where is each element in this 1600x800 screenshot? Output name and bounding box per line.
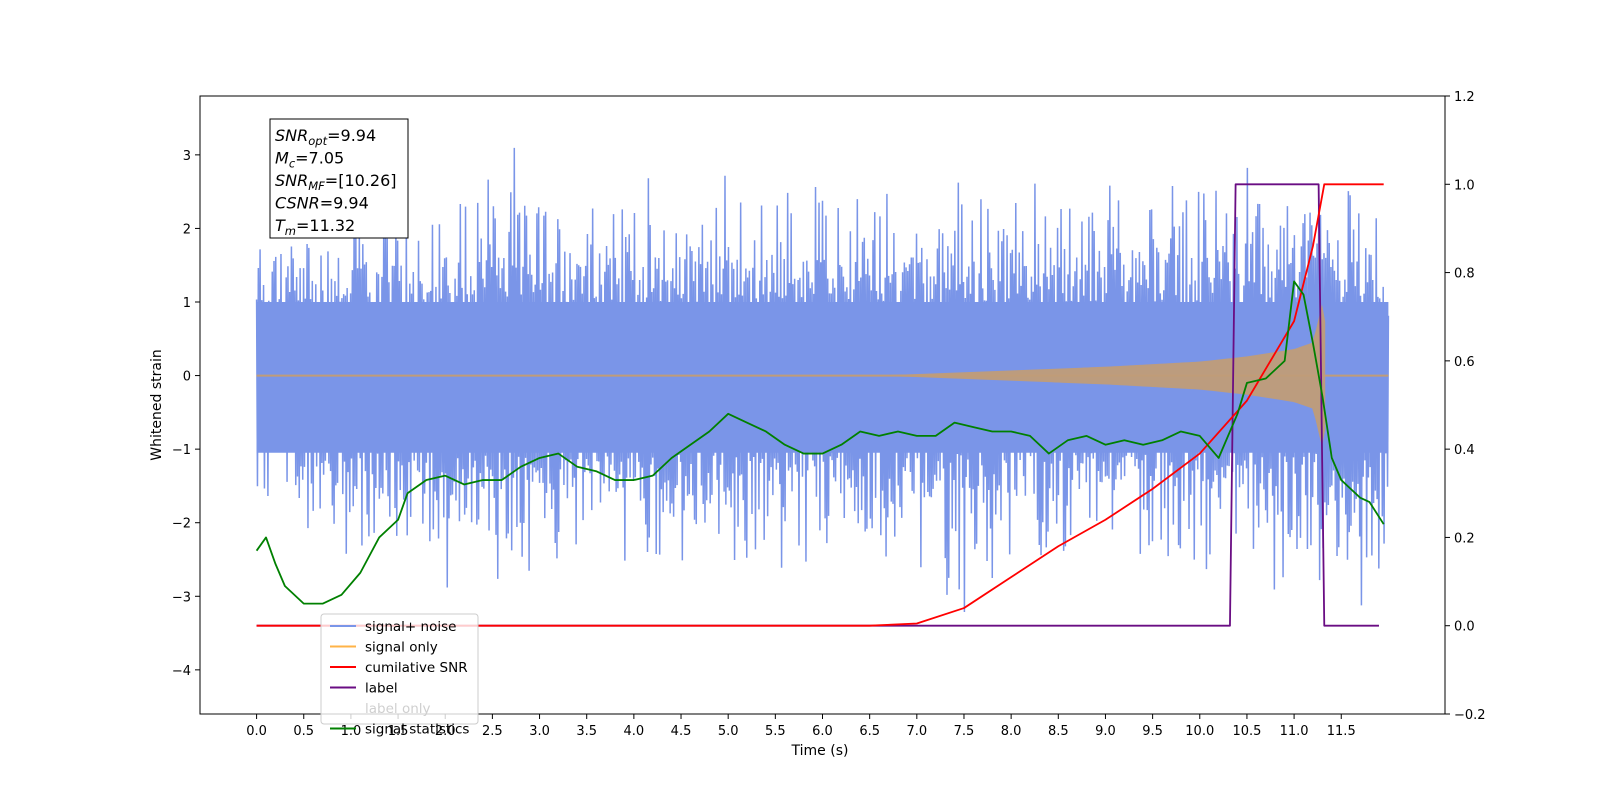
- x-tick-label: 6.0: [812, 724, 833, 739]
- y-axis-label-left: Whitened strain: [149, 349, 165, 460]
- y-left-tick-label: 0: [183, 370, 191, 385]
- legend-label: signal only: [365, 640, 438, 656]
- y-left-tick-label: −3: [172, 590, 191, 605]
- legend: signal+ noise signal only cumilative SNR la…: [320, 613, 479, 738]
- x-tick-label: 10.5: [1232, 724, 1261, 739]
- info-line: CSNR=9.94: [275, 194, 369, 213]
- y-left-tick-label: −4: [172, 664, 191, 679]
- x-tick-label: 9.5: [1142, 724, 1163, 739]
- label-line: [256, 183, 1379, 627]
- y-right-tick-label: 0.0: [1454, 620, 1475, 635]
- signal-only-envelope: [869, 304, 1326, 447]
- info-line: SNRopt=9.94: [275, 126, 376, 148]
- left-y-axis-ticks: 3 2 1 0 −1 −2 −3 −4: [172, 149, 200, 679]
- signal-statistics-line: [255, 280, 1385, 605]
- cumilative-snr-line: [256, 183, 1384, 627]
- info-box-frame: [269, 118, 409, 239]
- x-tick-label: 7.5: [954, 724, 975, 739]
- right-axis-series: [255, 183, 1385, 627]
- y-right-tick-label: 1.2: [1454, 90, 1475, 105]
- y-right-tick-label: 0.8: [1454, 267, 1475, 282]
- x-tick-label: 11.5: [1327, 724, 1356, 739]
- x-tick-label: 2.0: [435, 724, 456, 739]
- info-line: Tm=11.32: [275, 216, 355, 238]
- signal-only-series: [256, 304, 1389, 447]
- x-tick-label: 3.5: [576, 724, 597, 739]
- x-tick-label: 2.5: [482, 724, 503, 739]
- x-tick-label: 1.5: [388, 724, 409, 739]
- legend-label: label only: [365, 701, 431, 717]
- info-box: SNRopt=9.94Mc=7.05SNRMF=[10.26]CSNR=9.94…: [269, 118, 409, 239]
- x-tick-label: 1.0: [341, 724, 362, 739]
- x-axis-ticks: 0.0 0.5 1.0 1.5 2.0 2.5 3.0 3.5 4.0 4.5 5.0 5.5 6.0 6…: [246, 714, 1356, 739]
- x-tick-label: 6.5: [859, 724, 880, 739]
- x-tick-label: 3.0: [529, 724, 550, 739]
- x-tick-label: 8.5: [1048, 724, 1069, 739]
- legend-label: signal+ noise: [365, 619, 456, 635]
- info-line: SNRMF=[10.26]: [275, 171, 397, 193]
- x-tick-label: 11.0: [1280, 724, 1309, 739]
- legend-frame: [320, 613, 479, 725]
- x-tick-label: 8.0: [1001, 724, 1022, 739]
- y-right-tick-label: 0.4: [1454, 443, 1475, 458]
- x-tick-label: 0.0: [246, 724, 267, 739]
- x-tick-label: 9.0: [1095, 724, 1116, 739]
- y-left-tick-label: −2: [172, 517, 191, 532]
- y-right-tick-label: −0.2: [1454, 708, 1486, 723]
- x-tick-label: 7.0: [906, 724, 927, 739]
- y-left-tick-label: 2: [183, 222, 191, 237]
- right-y-axis-ticks: 1.2 1.0 0.8 0.6 0.4 0.2 0.0 −0.2: [1445, 90, 1486, 723]
- y-right-tick-label: 1.0: [1454, 178, 1475, 193]
- x-tick-label: 5.0: [718, 724, 739, 739]
- signal-noise-series: [255, 147, 1390, 613]
- x-tick-label: 0.5: [293, 724, 314, 739]
- x-tick-label: 4.5: [671, 724, 692, 739]
- signal-noise-core: [256, 302, 1389, 453]
- y-left-tick-label: 3: [183, 149, 191, 164]
- y-left-tick-label: 1: [183, 296, 191, 311]
- legend-label: cumilative SNR: [365, 660, 468, 676]
- legend-label: label: [365, 681, 398, 697]
- y-right-tick-label: 0.6: [1454, 355, 1475, 370]
- x-tick-label: 4.0: [624, 724, 645, 739]
- y-right-tick-label: 0.2: [1454, 531, 1475, 546]
- x-tick-label: 10.0: [1185, 724, 1214, 739]
- x-tick-label: 5.5: [765, 724, 786, 739]
- x-axis-label: Time (s): [791, 743, 849, 759]
- info-line: Mc=7.05: [275, 149, 344, 171]
- y-left-tick-label: −1: [172, 443, 191, 458]
- legend-label: signal statistics: [365, 722, 469, 738]
